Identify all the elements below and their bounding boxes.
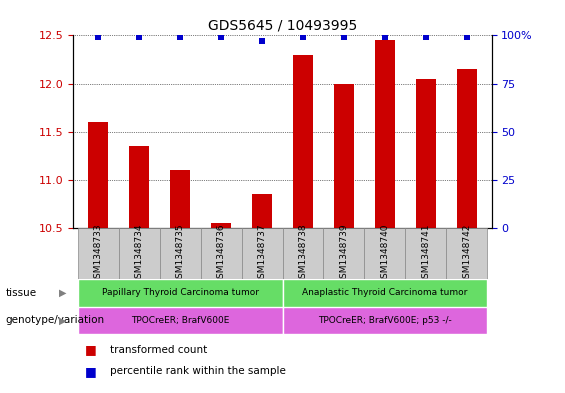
Point (421, 34, 431, 40)
Text: GSM1348739: GSM1348739 (340, 223, 349, 284)
Bar (77, 228, 119, 279)
Bar (324, 228, 364, 279)
Bar (159, 228, 201, 279)
Bar (282, 307, 488, 334)
Bar (364, 228, 406, 279)
Point (462, 34, 471, 40)
Text: GSM1348734: GSM1348734 (134, 223, 144, 284)
Bar (282, 279, 488, 307)
Text: GSM1348733: GSM1348733 (94, 223, 102, 284)
Point (340, 34, 349, 40)
Bar (77, 307, 282, 334)
Text: TPOCreER; BrafV600E: TPOCreER; BrafV600E (131, 316, 229, 325)
Text: Anaplastic Thyroid Carcinoma tumor: Anaplastic Thyroid Carcinoma tumor (302, 288, 468, 297)
Text: GSM1348736: GSM1348736 (216, 223, 225, 284)
Bar (77, 279, 282, 307)
Title: GDS5645 / 10493995: GDS5645 / 10493995 (208, 19, 357, 33)
Bar (201, 228, 241, 279)
Text: transformed count: transformed count (110, 345, 207, 355)
Bar (88, 122, 108, 228)
Text: TPOCreER; BrafV600E; p53 -/-: TPOCreER; BrafV600E; p53 -/- (318, 316, 452, 325)
Text: tissue: tissue (6, 288, 37, 298)
Text: ■: ■ (85, 365, 97, 378)
Point (176, 34, 185, 40)
Point (134, 34, 144, 40)
Bar (211, 223, 231, 228)
Point (258, 38, 267, 44)
Text: ▶: ▶ (59, 288, 67, 298)
Bar (334, 84, 354, 228)
Point (94, 34, 103, 40)
Bar (406, 228, 446, 279)
Point (380, 34, 389, 40)
Bar (375, 40, 396, 228)
Text: GSM1348738: GSM1348738 (298, 223, 307, 284)
Text: ▶: ▶ (59, 315, 67, 325)
Bar (282, 228, 324, 279)
Text: genotype/variation: genotype/variation (6, 315, 105, 325)
Bar (241, 228, 282, 279)
Bar (293, 55, 313, 228)
Text: GSM1348740: GSM1348740 (380, 223, 389, 284)
Bar (416, 79, 436, 228)
Text: GSM1348735: GSM1348735 (176, 223, 185, 284)
Bar (170, 170, 190, 228)
Bar (457, 69, 477, 228)
Point (298, 34, 307, 40)
Bar (129, 146, 149, 228)
Bar (252, 194, 272, 228)
Bar (446, 228, 488, 279)
Text: GSM1348737: GSM1348737 (258, 223, 267, 284)
Text: ■: ■ (85, 343, 97, 356)
Text: GSM1348742: GSM1348742 (463, 223, 471, 284)
Point (216, 34, 225, 40)
Text: GSM1348741: GSM1348741 (421, 223, 431, 284)
Text: percentile rank within the sample: percentile rank within the sample (110, 366, 286, 376)
Bar (119, 228, 159, 279)
Text: Papillary Thyroid Carcinoma tumor: Papillary Thyroid Carcinoma tumor (102, 288, 259, 297)
